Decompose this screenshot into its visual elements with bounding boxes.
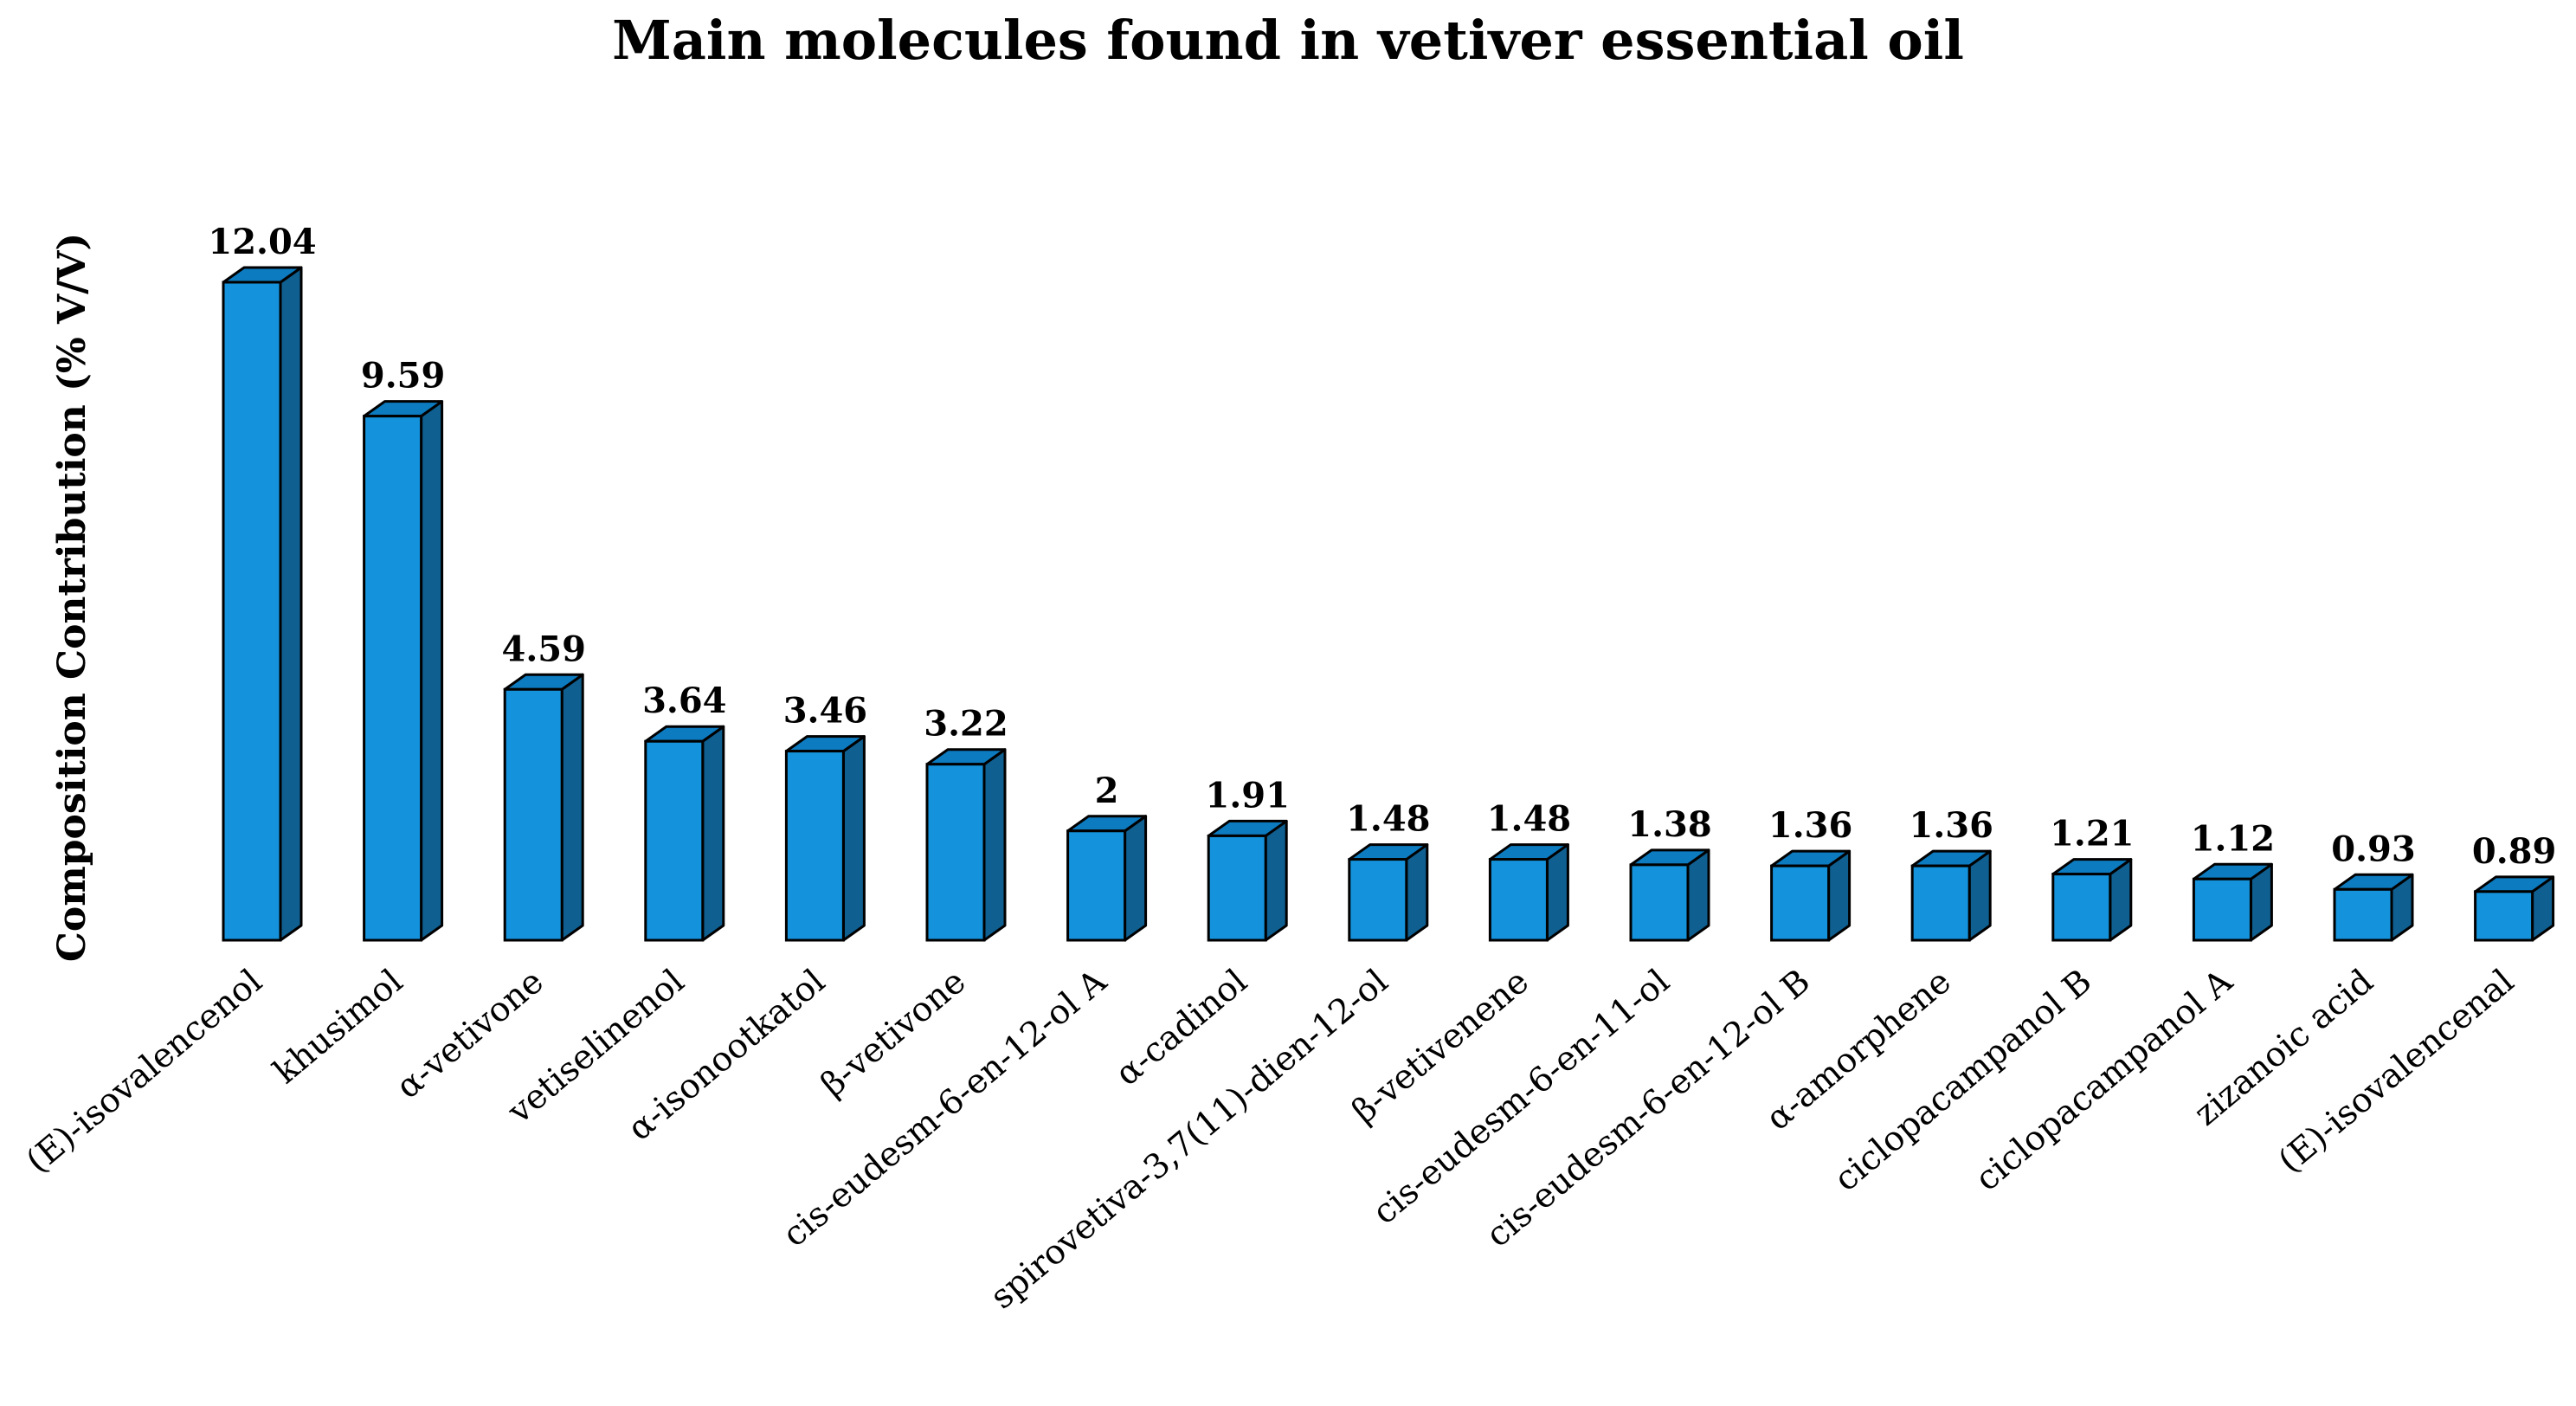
bar-front (363, 415, 423, 942)
category-label: (E)-isovalencenal (2271, 962, 2521, 1181)
bar-side (982, 748, 1007, 942)
bar-front (1488, 858, 1549, 942)
bar (1066, 815, 1148, 942)
data-label: 4.59 (501, 629, 585, 669)
data-label: 1.48 (1346, 799, 1430, 840)
bar (2474, 875, 2555, 942)
bar-front (1348, 858, 1408, 942)
bar-front (2051, 873, 2112, 942)
bar (222, 266, 303, 942)
data-label: 3.46 (783, 691, 867, 732)
bar-side (420, 400, 444, 942)
bar-side (1405, 843, 1429, 942)
bar-side (1264, 819, 1288, 942)
category-label: (E)-isovalencenol (19, 962, 269, 1181)
bar (1348, 843, 1429, 942)
data-label: 0.89 (2472, 831, 2556, 872)
bar-front (2333, 887, 2393, 942)
data-label: 1.38 (1627, 804, 1711, 845)
bar (503, 673, 584, 942)
bar (1770, 849, 1852, 942)
data-label: 1.48 (1487, 799, 1571, 840)
bar (1629, 848, 1710, 942)
data-label: 9.59 (361, 356, 445, 397)
category-label: α-cadinol (1108, 962, 1254, 1093)
bar (1207, 819, 1288, 942)
bar-side (1124, 815, 1148, 942)
y-axis-label: Composition Contribution (% V/V) (50, 233, 94, 962)
bar (2192, 862, 2273, 942)
bar-front (2474, 890, 2534, 942)
bar-front (1066, 829, 1127, 942)
category-label: khusimol (267, 962, 410, 1092)
bar-side (279, 266, 303, 942)
chart-title: Main molecules found in vetiver essentia… (612, 9, 1964, 72)
bar-front (503, 687, 564, 942)
bar-front (1207, 834, 1267, 942)
bar (925, 748, 1007, 942)
data-label: 3.22 (924, 704, 1008, 745)
category-label: ciclopacampanol B (1827, 962, 2099, 1199)
bar-front (2192, 877, 2252, 942)
bar (644, 725, 725, 942)
bar-side (841, 735, 866, 942)
data-label: 3.64 (642, 680, 726, 721)
data-label: 1.12 (2191, 818, 2275, 859)
data-label: 2 (1095, 771, 1119, 811)
bar-front (925, 763, 986, 942)
bar-front (1629, 863, 1690, 942)
bar-side (701, 725, 725, 942)
bar-front (1910, 864, 1971, 942)
bar-side (1545, 843, 1569, 942)
data-label: 0.93 (2331, 829, 2415, 869)
bar (2051, 858, 2133, 942)
bar (784, 735, 866, 942)
category-label: ciclopacampanol A (1968, 962, 2241, 1199)
bar-front (222, 281, 282, 942)
bar (1910, 849, 1992, 942)
bar (2333, 873, 2414, 942)
data-label: 1.91 (1205, 775, 1289, 816)
data-label: 1.36 (1909, 805, 1993, 846)
bar-front (644, 739, 705, 942)
bar-front (784, 750, 845, 942)
bars-group: 12.04 (E)-isovalencenol 9.59 khusimol 4.59 α-… (19, 222, 2556, 1317)
data-label: 1.21 (2050, 814, 2134, 855)
bar-side (560, 673, 584, 942)
bar (363, 400, 444, 942)
data-label: 1.36 (1768, 805, 1852, 846)
bar-front (1770, 864, 1831, 942)
data-label: 12.04 (208, 222, 316, 262)
bar (1488, 843, 1569, 942)
